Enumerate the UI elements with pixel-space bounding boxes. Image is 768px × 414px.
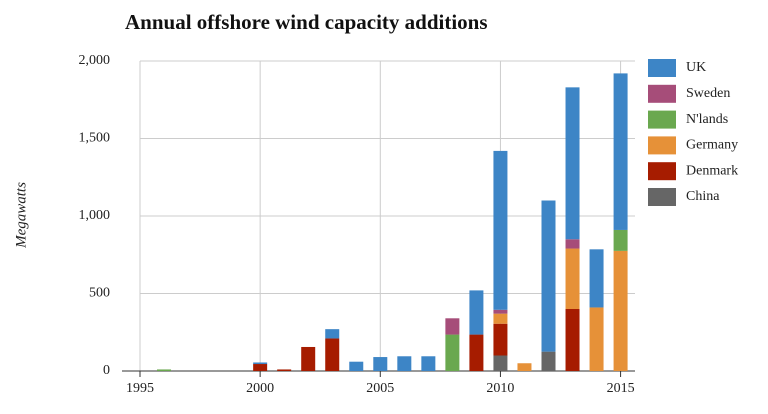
bar-segment	[301, 346, 316, 371]
x-tick-label: 2010	[486, 381, 514, 396]
bar-segment	[541, 351, 556, 371]
legend-label: Sweden	[686, 86, 730, 101]
bar-segment	[445, 334, 460, 371]
x-tick-label: 2005	[366, 381, 394, 396]
legend-swatch	[648, 136, 676, 155]
bar-segment	[445, 318, 460, 335]
bar-segment	[589, 307, 604, 371]
legend-swatch	[648, 110, 676, 129]
bar-segment	[589, 249, 604, 308]
bar-segment	[397, 356, 412, 371]
bar-segment	[613, 73, 628, 230]
bar-segment	[565, 87, 580, 240]
legend-swatch	[648, 188, 676, 206]
y-tick-label: 1,000	[79, 208, 111, 223]
y-tick-label: 2,000	[79, 53, 111, 68]
legend-swatch	[648, 84, 676, 103]
y-tick-label: 1,500	[79, 131, 111, 146]
legend-swatch	[648, 59, 676, 77]
bar-segment	[541, 200, 556, 352]
legend-label: China	[686, 189, 720, 204]
y-tick-label: 500	[89, 286, 110, 301]
bar-segment	[493, 150, 508, 310]
legend-swatch	[648, 162, 676, 181]
bar-segment	[613, 229, 628, 251]
bar-segment	[325, 329, 340, 339]
bar-segment	[421, 356, 436, 371]
bar-segment	[565, 239, 580, 249]
y-tick-label: 0	[103, 363, 110, 378]
legend-label: UK	[686, 60, 706, 75]
bar-segment	[469, 290, 484, 335]
y-axis-label: Megawatts	[13, 182, 29, 249]
bar-segment	[493, 323, 508, 356]
bar-segment	[613, 250, 628, 371]
bar-segment	[493, 309, 508, 314]
chart-title: Annual offshore wind capacity additions	[125, 10, 488, 34]
bar-segment	[325, 338, 340, 371]
bar-segment	[253, 362, 268, 365]
x-tick-label: 1995	[126, 381, 154, 396]
bar-segment	[349, 361, 364, 371]
legend-label: Germany	[686, 138, 738, 153]
bar-segment	[565, 248, 580, 309]
bar-segment	[373, 357, 388, 371]
x-tick-label: 2000	[246, 381, 274, 396]
bar-segment	[277, 369, 292, 371]
bar-segment	[493, 313, 508, 324]
bar-segment	[565, 309, 580, 371]
legend-label: N'lands	[686, 112, 728, 127]
bar-segment	[253, 364, 268, 371]
bar-segment	[469, 334, 484, 371]
bar-segment	[517, 363, 532, 371]
x-tick-label: 2015	[607, 381, 635, 396]
bar-segment	[157, 369, 172, 371]
bar-segment	[493, 355, 508, 371]
legend-label: Denmark	[686, 163, 738, 178]
